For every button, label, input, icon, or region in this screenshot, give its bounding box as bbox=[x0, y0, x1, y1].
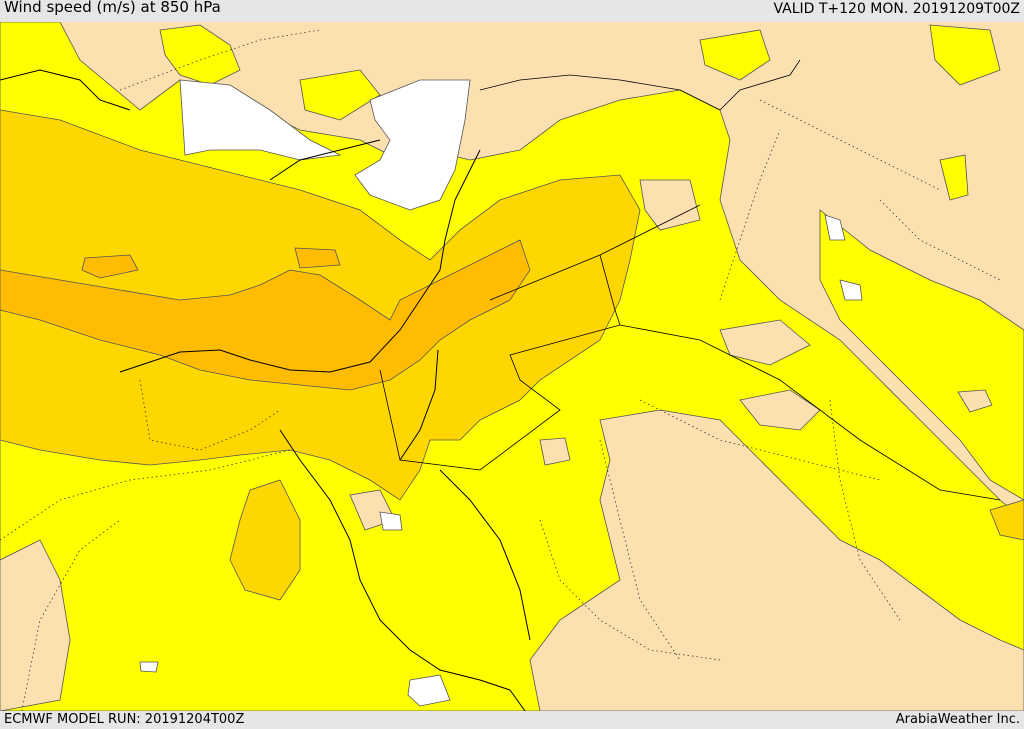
map-title: Wind speed (m/s) at 850 hPa bbox=[4, 0, 221, 16]
valid-time: VALID T+120 MON. 20191209T00Z bbox=[773, 1, 1020, 17]
country-borders bbox=[379, 59, 1001, 501]
dotted-borders bbox=[0, 29, 1001, 711]
coastlines bbox=[0, 69, 531, 711]
contour-band-tan bbox=[0, 179, 1024, 711]
credit: ArabiaWeather Inc. bbox=[895, 712, 1020, 727]
contour-band-white bbox=[139, 79, 863, 707]
model-run: ECMWF MODEL RUN: 20191204T00Z bbox=[4, 712, 245, 727]
wind-speed-map bbox=[0, 22, 1024, 711]
contour-band-orange bbox=[0, 239, 531, 391]
header-bar: Wind speed (m/s) at 850 hPa VALID T+120 … bbox=[0, 0, 1024, 22]
footer-bar: ECMWF MODEL RUN: 20191204T00Z ArabiaWeat… bbox=[0, 711, 1024, 729]
